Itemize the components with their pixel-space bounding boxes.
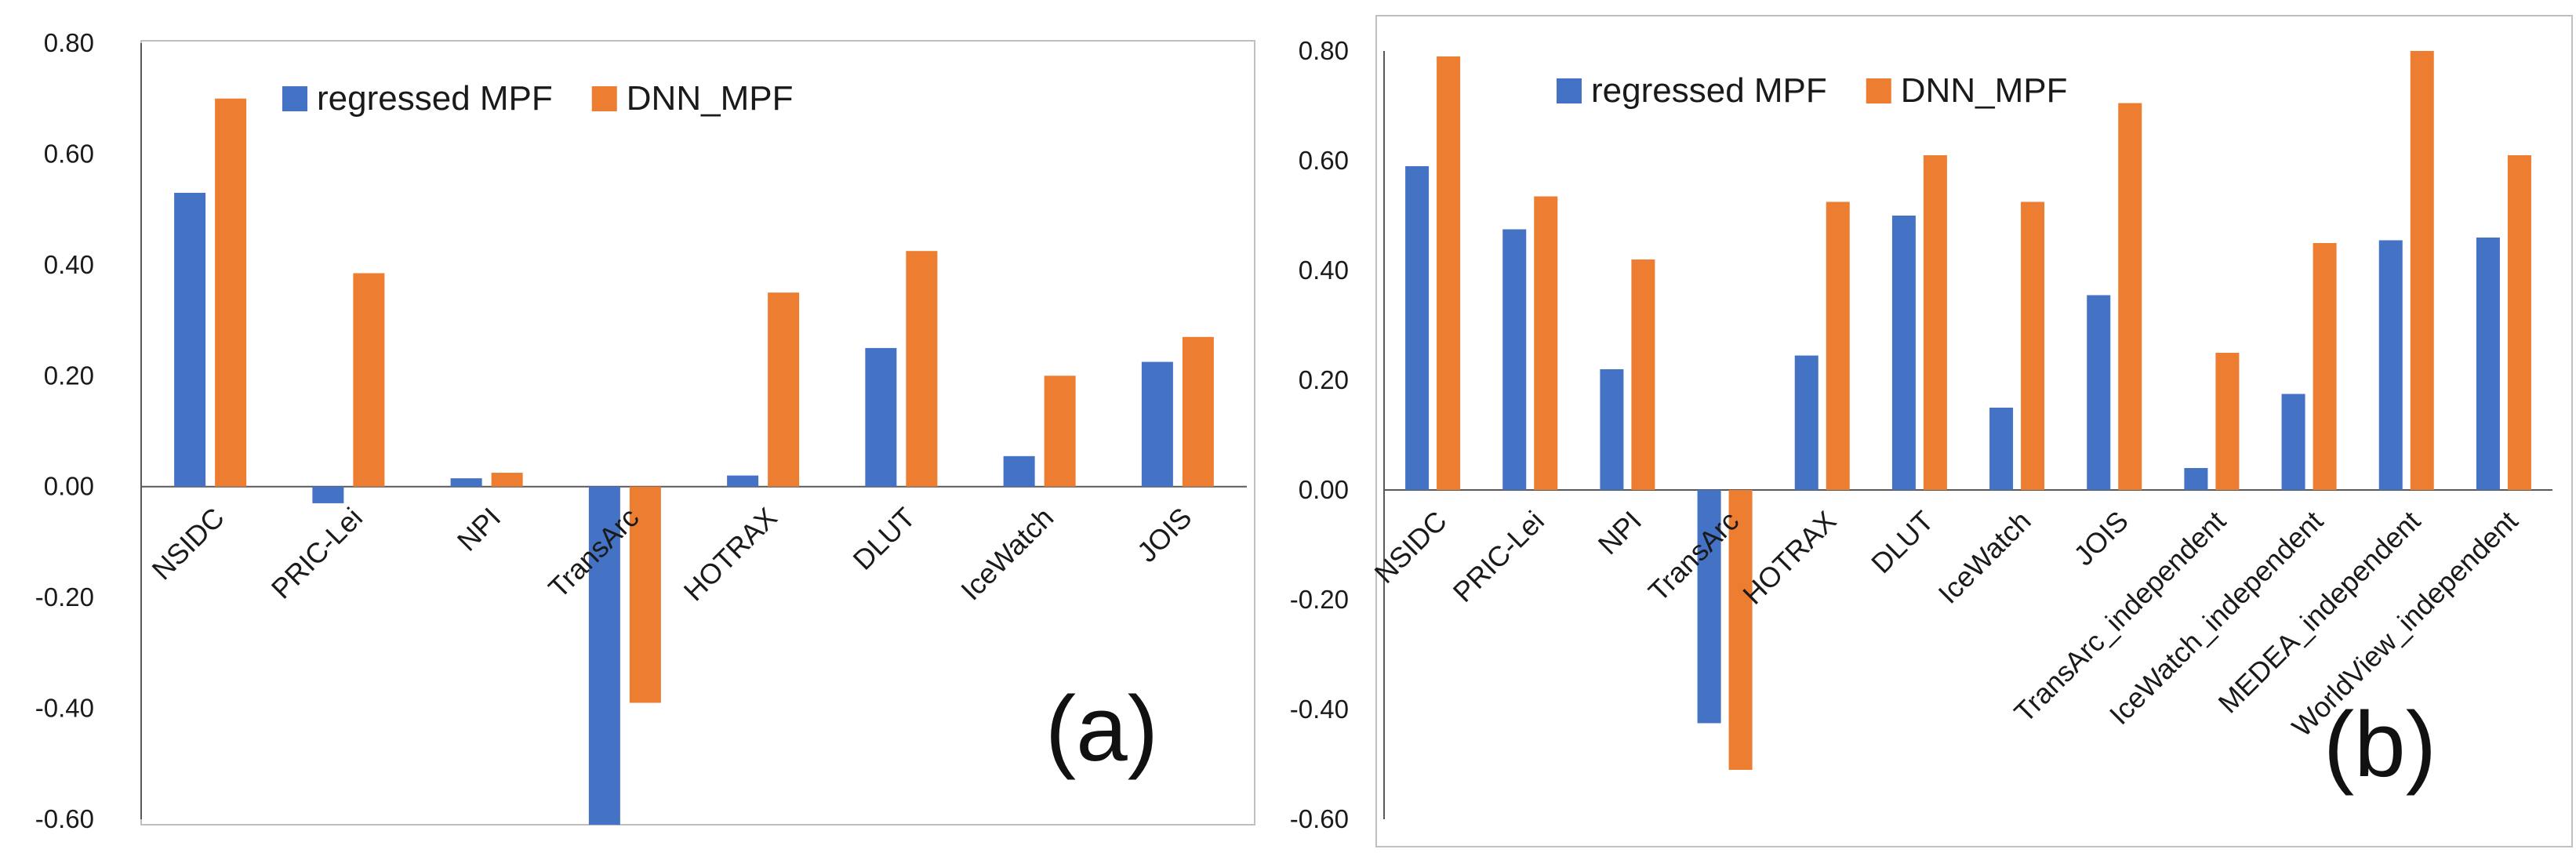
bar-chart-a: 0.80 0.60 0.40 0.20 0.00 -0.20 -0.40 -0.60 NSIDC… — [35, 28, 1255, 833]
y-tick-label: 0.80 — [1299, 36, 1349, 65]
category-label: JOIS — [1131, 501, 1198, 568]
bar-regressed-mpf-hotrax — [1794, 355, 1818, 490]
y-tick-label: -0.20 — [1290, 585, 1349, 614]
bar-dnn-mpf-jois — [1182, 336, 1214, 487]
bar-regressed-mpf-dlut — [1891, 216, 1916, 490]
y-tick-label: -0.60 — [1290, 804, 1349, 833]
bar-regressed-mpf-pric-lei — [312, 486, 344, 503]
category-label: IceWatch — [954, 501, 1059, 606]
y-tick-label: 0.20 — [44, 361, 94, 390]
legend-label: DNN_MPF — [1901, 71, 2068, 110]
panel-label: (b) — [2323, 693, 2436, 796]
bar-dnn-mpf-pric-lei — [1534, 196, 1558, 490]
legend-swatch — [591, 86, 617, 111]
bar-dnn-mpf-icewatch — [2021, 201, 2045, 490]
bar-regressed-mpf-nsidc — [1405, 166, 1430, 490]
bar-dnn-mpf-pric-lei — [353, 273, 385, 487]
category-label: NPI — [451, 501, 507, 557]
bar-regressed-mpf-icewatch — [1003, 455, 1035, 487]
bar-regressed-mpf-icewatch_independent — [2281, 394, 2305, 490]
bar-regressed-mpf-transarc — [588, 486, 620, 826]
y-tick-label: 0.80 — [44, 28, 94, 57]
bar-dnn-mpf-nsidc — [215, 98, 247, 487]
bar-regressed-mpf-jois — [2087, 295, 2111, 490]
bar-dnn-mpf-nsidc — [1437, 56, 1461, 490]
bar-dnn-mpf-jois — [2118, 103, 2142, 490]
category-label: HOTRAX — [678, 501, 783, 607]
legend-swatch — [282, 86, 307, 111]
bar-dnn-mpf-icewatch — [1044, 376, 1076, 487]
category-label: JOIS — [2067, 505, 2135, 572]
bar-regressed-mpf-pric-lei — [1502, 229, 1527, 490]
category-label: NSIDC — [1368, 505, 1453, 590]
legend-label: regressed MPF — [317, 79, 553, 118]
chart-frame — [1375, 15, 2573, 847]
bar-dnn-mpf-icewatch_independent — [2313, 243, 2337, 490]
bar-dnn-mpf-medea_independent — [2410, 51, 2434, 490]
bar-regressed-mpf-dlut — [865, 347, 897, 487]
bar-dnn-mpf-dlut — [1923, 155, 1947, 490]
bar-chart-b: 0.80 0.60 0.40 0.20 0.00 -0.20 -0.40 -0.60 NSIDC… — [1290, 15, 2573, 847]
y-tick-label: -0.40 — [1290, 695, 1349, 724]
bar-dnn-mpf-transarc_independent — [2215, 353, 2240, 490]
category-label: NPI — [1592, 505, 1648, 561]
category-label: DLUT — [1865, 505, 1939, 579]
y-tick-label: -0.60 — [35, 804, 94, 833]
legend-swatch — [1557, 78, 1582, 103]
category-label: NSIDC — [146, 501, 231, 586]
bar-dnn-mpf-dlut — [906, 251, 938, 487]
category-label: IceWatch — [1932, 505, 2037, 610]
bar-regressed-mpf-npi — [450, 478, 482, 487]
panel-label: (a) — [1045, 677, 1158, 781]
bar-dnn-mpf-npi — [491, 473, 523, 487]
chart-panel-b: 0.80 0.60 0.40 0.20 0.00 -0.20 -0.40 -0.60 NSIDC… — [1274, 0, 2576, 860]
bar-regressed-mpf-npi — [1600, 369, 1624, 490]
bar-dnn-mpf-worldview_independent — [2507, 155, 2531, 490]
bar-regressed-mpf-nsidc — [174, 192, 206, 487]
category-label: HOTRAX — [1736, 505, 1842, 611]
y-tick-label: 0.20 — [1299, 365, 1349, 394]
chart-panel-a: 0.80 0.60 0.40 0.20 0.00 -0.20 -0.40 -0.60 NSIDC… — [0, 0, 1263, 860]
legend-swatch — [1866, 78, 1891, 103]
legend-label: DNN_MPF — [627, 79, 794, 118]
bar-dnn-mpf-hotrax — [768, 292, 800, 487]
bar-regressed-mpf-hotrax — [727, 475, 759, 487]
bar-regressed-mpf-transarc — [1697, 490, 1721, 724]
bar-regressed-mpf-worldview_independent — [2476, 238, 2500, 490]
y-tick-label: 0.00 — [44, 472, 94, 501]
y-tick-label: 0.60 — [44, 139, 94, 168]
bar-regressed-mpf-jois — [1141, 361, 1173, 487]
y-tick-label: 0.60 — [1299, 146, 1349, 175]
bar-regressed-mpf-medea_independent — [2378, 240, 2403, 490]
y-tick-label: 0.40 — [1299, 256, 1349, 285]
y-tick-label: 0.00 — [1299, 475, 1349, 504]
category-label: PRIC-Lei — [265, 501, 369, 604]
bar-dnn-mpf-transarc — [629, 486, 661, 703]
y-tick-label: -0.20 — [35, 582, 94, 611]
legend-label: regressed MPF — [1591, 71, 1827, 110]
y-tick-label: -0.40 — [35, 694, 94, 723]
category-label: DLUT — [847, 501, 921, 575]
bar-regressed-mpf-icewatch — [1989, 408, 2014, 490]
bar-regressed-mpf-transarc_independent — [2184, 468, 2208, 490]
bar-dnn-mpf-hotrax — [1826, 201, 1850, 490]
bar-dnn-mpf-transarc — [1728, 490, 1753, 770]
y-tick-label: 0.40 — [44, 250, 94, 279]
category-label: PRIC-Lei — [1447, 505, 1550, 608]
bar-dnn-mpf-npi — [1631, 259, 1655, 490]
